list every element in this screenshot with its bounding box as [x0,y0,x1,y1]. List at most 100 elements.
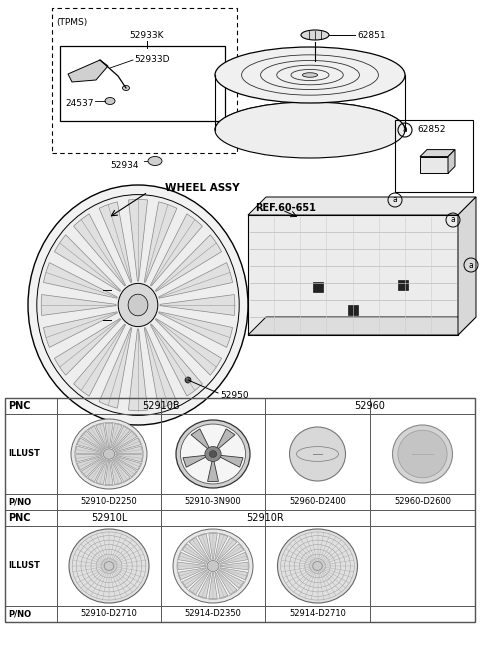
Polygon shape [216,429,235,451]
Polygon shape [217,571,237,595]
Polygon shape [112,426,130,449]
Text: 52933D: 52933D [134,55,169,64]
Ellipse shape [301,30,329,40]
Polygon shape [189,537,209,561]
Polygon shape [88,459,106,482]
Polygon shape [159,263,233,298]
Ellipse shape [209,451,216,457]
Polygon shape [68,60,108,82]
Polygon shape [105,461,113,485]
Polygon shape [209,573,217,599]
Ellipse shape [128,294,148,316]
Text: 52933K: 52933K [130,32,164,41]
Polygon shape [110,460,122,484]
Ellipse shape [71,419,147,489]
Polygon shape [448,150,455,173]
Text: 52910-D2250: 52910-D2250 [81,497,137,507]
Text: a: a [393,196,397,204]
Text: P/NO: P/NO [8,497,31,507]
Polygon shape [178,562,206,570]
Polygon shape [183,455,208,467]
Polygon shape [116,446,143,453]
Polygon shape [73,214,126,286]
Polygon shape [156,319,222,375]
Polygon shape [73,324,126,396]
Ellipse shape [176,420,250,488]
Polygon shape [115,438,141,452]
Text: 52934: 52934 [110,160,139,170]
Bar [313,282,323,292]
Polygon shape [458,197,476,335]
Polygon shape [207,459,218,482]
Polygon shape [150,324,203,396]
Ellipse shape [148,156,162,166]
Polygon shape [96,460,108,484]
Polygon shape [217,537,237,561]
Bar [398,280,408,290]
Ellipse shape [207,560,219,572]
Text: 52910B: 52910B [142,401,180,411]
Text: 52910R: 52910R [247,513,284,523]
Text: 52910L: 52910L [91,513,127,523]
Polygon shape [220,562,248,570]
Polygon shape [81,458,104,477]
Polygon shape [179,568,206,579]
Ellipse shape [277,529,358,603]
Polygon shape [160,294,235,315]
Ellipse shape [75,422,143,486]
Polygon shape [150,214,203,286]
Polygon shape [198,572,211,598]
Text: 24537: 24537 [65,99,94,108]
Polygon shape [110,424,122,448]
Polygon shape [215,572,228,598]
Polygon shape [99,202,132,283]
Ellipse shape [177,533,249,599]
Ellipse shape [118,283,158,327]
Text: ILLUST: ILLUST [8,562,40,570]
Polygon shape [129,200,147,281]
Text: 52914-D2350: 52914-D2350 [185,610,241,618]
Polygon shape [248,197,476,215]
Ellipse shape [398,430,447,478]
Ellipse shape [103,449,115,459]
Ellipse shape [302,73,318,78]
Polygon shape [218,544,244,562]
Polygon shape [420,150,455,156]
Polygon shape [43,312,117,348]
Ellipse shape [289,427,346,481]
Text: ILLUST: ILLUST [8,449,40,459]
Ellipse shape [312,562,322,570]
Text: 52910-D2710: 52910-D2710 [81,610,137,618]
Bar [5,398,475,622]
Text: 52960-D2400: 52960-D2400 [289,497,346,507]
Polygon shape [112,459,130,482]
Ellipse shape [105,97,115,104]
Polygon shape [115,456,141,470]
Polygon shape [218,570,244,588]
Text: 52910-3N900: 52910-3N900 [185,497,241,507]
Polygon shape [209,533,217,559]
Polygon shape [217,455,243,467]
Text: 62851: 62851 [357,30,385,39]
Circle shape [185,377,191,383]
Polygon shape [77,456,103,470]
Text: a: a [468,260,473,269]
Polygon shape [182,544,207,562]
Text: (TPMS): (TPMS) [56,18,87,26]
Text: WHEEL ASSY: WHEEL ASSY [165,183,240,193]
Text: PNC: PNC [8,401,31,411]
Polygon shape [220,553,248,564]
Polygon shape [182,570,207,588]
Polygon shape [114,431,137,450]
Bar [395,120,473,192]
Polygon shape [191,429,210,451]
Polygon shape [105,423,113,447]
Text: 52914-D2710: 52914-D2710 [289,610,346,618]
Polygon shape [144,328,177,408]
Polygon shape [198,534,211,560]
Text: a: a [403,125,408,135]
Text: REF.60-651: REF.60-651 [255,203,316,213]
Bar [348,305,358,315]
Polygon shape [248,317,476,335]
Polygon shape [189,571,209,595]
